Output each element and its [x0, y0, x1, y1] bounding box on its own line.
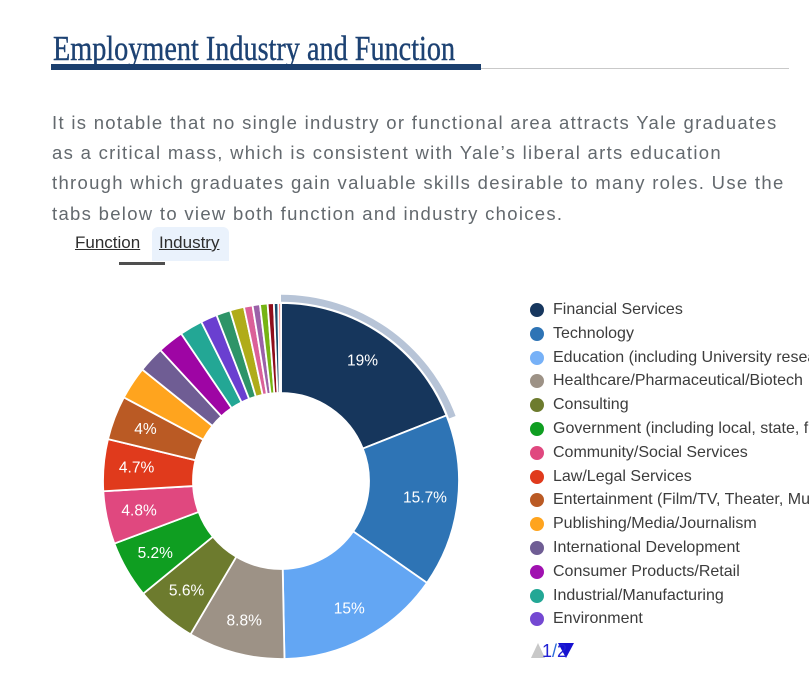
svg-text:4%: 4% [134, 421, 157, 438]
svg-text:4.7%: 4.7% [119, 459, 155, 476]
svg-text:19%: 19% [347, 353, 378, 370]
svg-text:8.8%: 8.8% [227, 613, 263, 630]
svg-text:15%: 15% [334, 600, 365, 617]
svg-text:15.7%: 15.7% [403, 489, 447, 506]
svg-text:5.2%: 5.2% [138, 545, 174, 562]
svg-text:4.8%: 4.8% [121, 503, 157, 520]
svg-text:5.6%: 5.6% [169, 583, 205, 600]
